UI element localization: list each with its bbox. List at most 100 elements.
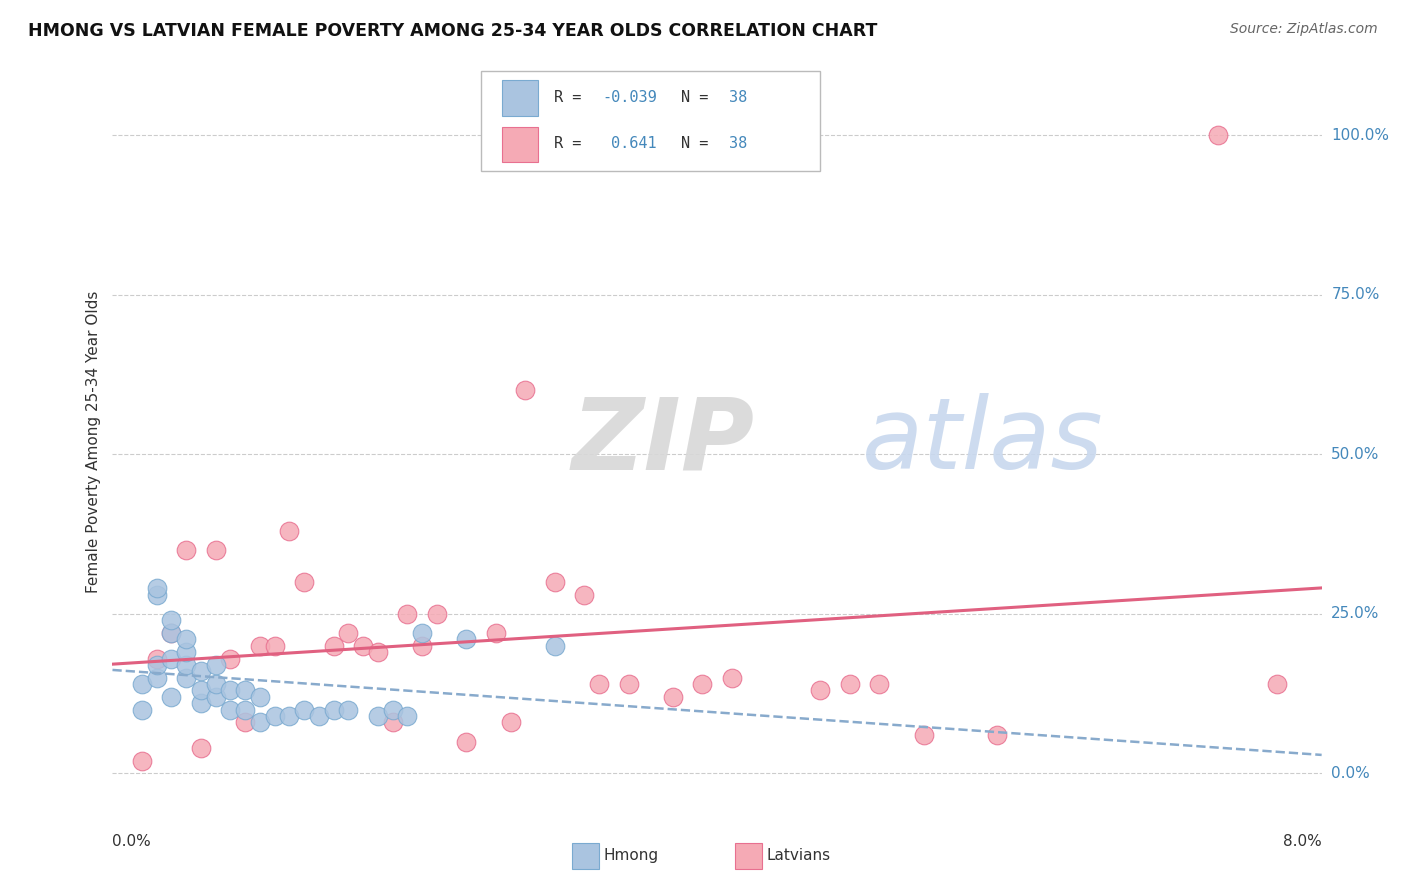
- Text: 0.0%: 0.0%: [1331, 766, 1369, 780]
- Point: [249, 639, 271, 653]
- Point: [131, 703, 153, 717]
- FancyBboxPatch shape: [481, 71, 820, 171]
- Point: [292, 574, 315, 589]
- Text: N =: N =: [681, 136, 717, 151]
- Point: [160, 651, 183, 665]
- Point: [160, 626, 183, 640]
- Point: [322, 703, 344, 717]
- Point: [692, 677, 714, 691]
- FancyBboxPatch shape: [502, 80, 538, 116]
- Point: [367, 709, 389, 723]
- Point: [485, 626, 508, 640]
- Text: 75.0%: 75.0%: [1331, 287, 1379, 302]
- Point: [544, 639, 567, 653]
- FancyBboxPatch shape: [572, 843, 599, 869]
- Point: [145, 582, 167, 596]
- Text: atlas: atlas: [862, 393, 1104, 490]
- Point: [352, 639, 374, 653]
- Point: [912, 728, 935, 742]
- Point: [426, 607, 449, 621]
- Point: [515, 384, 537, 398]
- Text: ZIP: ZIP: [572, 393, 755, 490]
- Text: R =: R =: [554, 136, 599, 151]
- Point: [204, 690, 226, 704]
- Point: [174, 645, 197, 659]
- Point: [174, 543, 197, 558]
- Text: 0.0%: 0.0%: [112, 834, 152, 849]
- Point: [190, 696, 212, 710]
- Point: [190, 740, 212, 755]
- Point: [204, 677, 226, 691]
- Point: [396, 607, 419, 621]
- Text: 25.0%: 25.0%: [1331, 607, 1379, 622]
- Text: 50.0%: 50.0%: [1331, 447, 1379, 462]
- Text: 100.0%: 100.0%: [1331, 128, 1389, 143]
- Point: [808, 683, 831, 698]
- Point: [204, 543, 226, 558]
- Text: HMONG VS LATVIAN FEMALE POVERTY AMONG 25-34 YEAR OLDS CORRELATION CHART: HMONG VS LATVIAN FEMALE POVERTY AMONG 25…: [28, 22, 877, 40]
- Point: [249, 715, 271, 730]
- Point: [160, 613, 183, 627]
- FancyBboxPatch shape: [502, 127, 538, 162]
- Point: [544, 574, 567, 589]
- Text: 8.0%: 8.0%: [1282, 834, 1322, 849]
- Point: [160, 626, 183, 640]
- Point: [396, 709, 419, 723]
- Point: [337, 703, 360, 717]
- Point: [219, 683, 242, 698]
- Point: [174, 632, 197, 647]
- Point: [263, 639, 285, 653]
- Point: [381, 703, 404, 717]
- Text: Hmong: Hmong: [603, 848, 658, 863]
- Point: [1267, 677, 1289, 691]
- Point: [131, 677, 153, 691]
- Point: [411, 639, 433, 653]
- Point: [131, 754, 153, 768]
- Point: [456, 632, 478, 647]
- Point: [574, 588, 596, 602]
- Point: [174, 671, 197, 685]
- Point: [233, 703, 256, 717]
- Point: [233, 715, 256, 730]
- Point: [145, 671, 167, 685]
- Text: N =: N =: [681, 90, 717, 104]
- Text: R =: R =: [554, 90, 591, 104]
- Point: [838, 677, 860, 691]
- Point: [381, 715, 404, 730]
- Y-axis label: Female Poverty Among 25-34 Year Olds: Female Poverty Among 25-34 Year Olds: [86, 291, 101, 592]
- Text: Source: ZipAtlas.com: Source: ZipAtlas.com: [1230, 22, 1378, 37]
- Point: [278, 524, 301, 538]
- Point: [145, 657, 167, 672]
- Point: [219, 703, 242, 717]
- FancyBboxPatch shape: [735, 843, 762, 869]
- Point: [411, 626, 433, 640]
- Text: 0.641: 0.641: [610, 136, 657, 151]
- Point: [868, 677, 890, 691]
- Point: [588, 677, 610, 691]
- Point: [499, 715, 522, 730]
- Point: [617, 677, 640, 691]
- Point: [204, 657, 226, 672]
- Point: [308, 709, 330, 723]
- Text: Latvians: Latvians: [766, 848, 831, 863]
- Point: [190, 665, 212, 679]
- Point: [145, 651, 167, 665]
- Text: -0.039: -0.039: [602, 90, 657, 104]
- Point: [720, 671, 742, 685]
- Point: [662, 690, 685, 704]
- Point: [456, 734, 478, 748]
- Point: [190, 683, 212, 698]
- Point: [322, 639, 344, 653]
- Point: [249, 690, 271, 704]
- Point: [263, 709, 285, 723]
- Point: [278, 709, 301, 723]
- Text: 38: 38: [730, 90, 748, 104]
- Point: [986, 728, 1008, 742]
- Point: [1208, 128, 1230, 143]
- Point: [233, 683, 256, 698]
- Point: [174, 657, 197, 672]
- Point: [145, 588, 167, 602]
- Point: [160, 690, 183, 704]
- Point: [337, 626, 360, 640]
- Point: [367, 645, 389, 659]
